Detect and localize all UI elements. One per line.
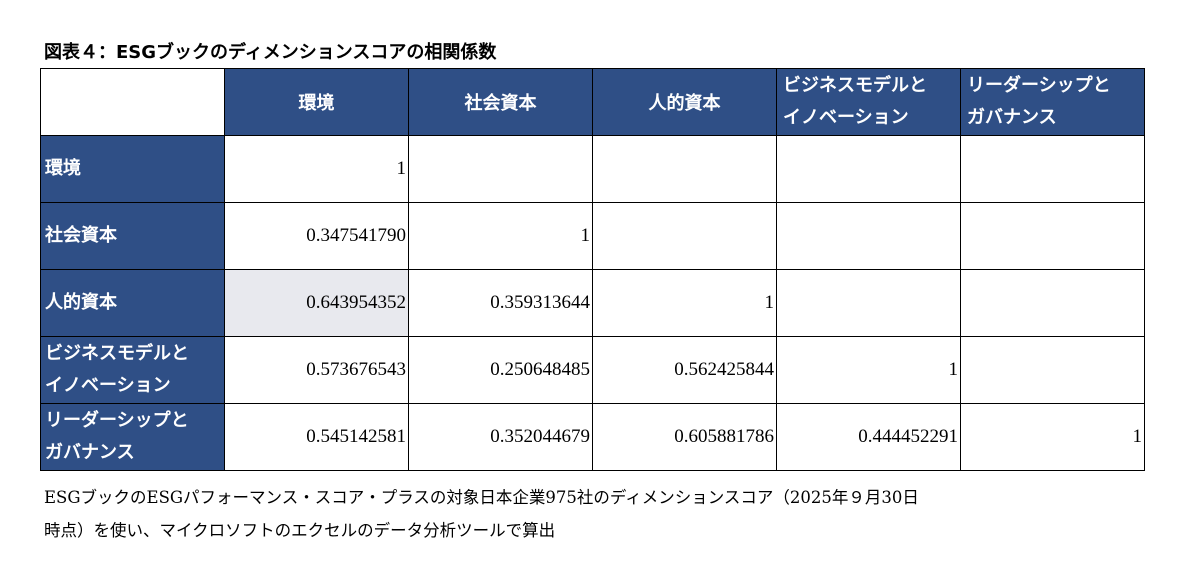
row-header: リーダーシップと ガバナンス xyxy=(40,403,225,471)
row-header: 人的資本 xyxy=(40,269,225,337)
table-cell: 0.250648485 xyxy=(408,336,593,404)
table-cell xyxy=(776,269,961,337)
table-cell: 0.347541790 xyxy=(224,202,409,270)
table-row: ビジネスモデルと イノベーション 0.573676543 0.250648485 0.5… xyxy=(40,336,1145,404)
table-cell: 0.643954352 xyxy=(224,269,409,337)
table-cell: 1 xyxy=(592,269,777,337)
note-line-2: 時点）を使い、マイクロソフトのエクセルのデータ分析ツールで算出 xyxy=(44,521,556,540)
table-cell: 0.573676543 xyxy=(224,336,409,404)
table-cell: 1 xyxy=(408,202,593,270)
corner-cell xyxy=(40,68,225,136)
header-row: 環境 社会資本 人的資本 ビジネスモデルと イノベーション リーダーシップと ガバナンス xyxy=(40,68,1145,136)
table-cell: 1 xyxy=(776,336,961,404)
column-header: 人的資本 xyxy=(592,68,777,136)
figure-title: 図表４：ESGブックのディメンションスコアの相関係数 xyxy=(44,42,497,63)
row-header: 社会資本 xyxy=(40,202,225,270)
table-cell xyxy=(960,269,1145,337)
table-row: 社会資本 0.347541790 1 xyxy=(40,202,1145,270)
table-cell: 0.562425844 xyxy=(592,336,777,404)
row-header: ビジネスモデルと イノベーション xyxy=(40,336,225,404)
note-line-1: ESGブックのESGパフォーマンス・スコア・プラスの対象日本企業975社のディメ… xyxy=(44,488,919,507)
table-cell xyxy=(960,135,1145,203)
table-row: 人的資本 0.643954352 0.359313644 1 xyxy=(40,269,1145,337)
column-header: リーダーシップと ガバナンス xyxy=(960,68,1145,136)
table-cell xyxy=(592,202,777,270)
column-header: 社会資本 xyxy=(408,68,593,136)
column-header: 環境 xyxy=(224,68,409,136)
table-row: リーダーシップと ガバナンス 0.545142581 0.352044679 0.605… xyxy=(40,403,1145,471)
table-cell: 0.545142581 xyxy=(224,403,409,471)
table-cell xyxy=(776,202,961,270)
correlation-table: 環境 社会資本 人的資本 ビジネスモデルと イノベーション リーダーシップと ガバナンス 環… xyxy=(40,68,1145,471)
table-cell xyxy=(592,135,777,203)
table-cell xyxy=(776,135,961,203)
table-cell: 1 xyxy=(224,135,409,203)
table-cell xyxy=(960,336,1145,404)
row-header: 環境 xyxy=(40,135,225,203)
table-cell: 0.359313644 xyxy=(408,269,593,337)
table-cell: 0.605881786 xyxy=(592,403,777,471)
table-cell xyxy=(960,202,1145,270)
table-cell: 0.444452291 xyxy=(776,403,961,471)
table-cell xyxy=(408,135,593,203)
table-row: 環境 1 xyxy=(40,135,1145,203)
column-header: ビジネスモデルと イノベーション xyxy=(776,68,961,136)
table-cell: 0.352044679 xyxy=(408,403,593,471)
table-cell: 1 xyxy=(960,403,1145,471)
